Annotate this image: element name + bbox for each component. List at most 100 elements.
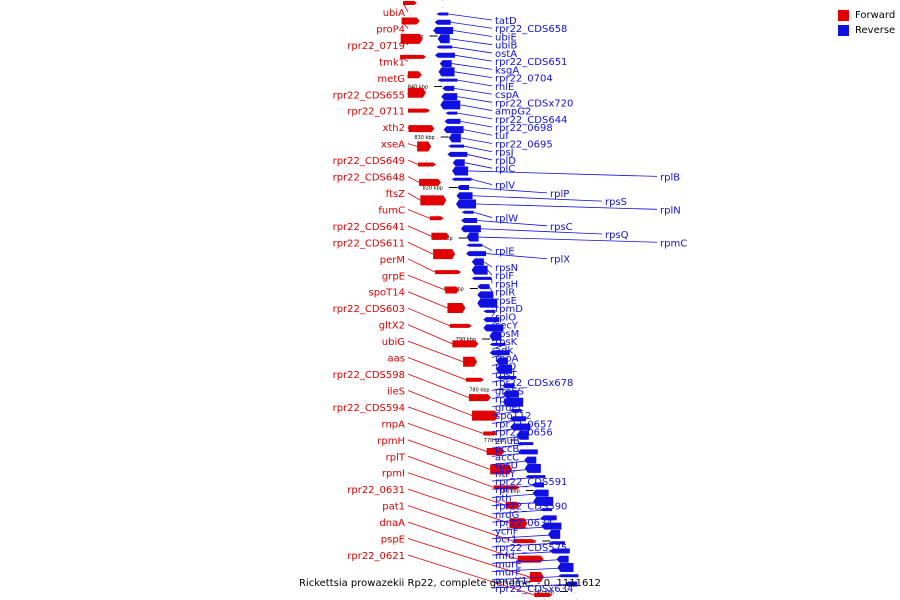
reverse-gene-block	[460, 225, 481, 233]
reverse-gene-leader	[491, 377, 517, 383]
reverse-gene-leader	[491, 525, 562, 531]
forward-gene-block	[447, 302, 466, 313]
reverse-gene-block	[471, 276, 492, 280]
forward-guide-track	[409, 0, 546, 600]
reverse-gene-leader	[491, 368, 513, 375]
forward-gene-block	[400, 33, 423, 44]
reverse-gene-block	[541, 522, 562, 530]
reverse-gene-block	[549, 548, 570, 554]
forward-gene-label: pat1	[382, 502, 405, 513]
reverse-gene-leader	[491, 517, 557, 523]
forward-gene-leader	[407, 143, 418, 147]
reverse-gene-label: rpsH	[495, 279, 518, 290]
reverse-gene-block	[471, 258, 484, 266]
reverse-gene-block	[540, 515, 557, 521]
legend-reverse-label: Reverse	[855, 25, 896, 36]
reverse-gene-label: nrdG	[495, 510, 519, 521]
forward-gene-label: rpr22_0631	[347, 485, 405, 496]
forward-gene-label: gltX2	[379, 321, 405, 332]
reverse-gene-leader	[464, 145, 493, 153]
forward-gene-block	[472, 410, 499, 421]
reverse-gene-label: rplB	[660, 172, 680, 183]
reverse-gene-leader	[460, 137, 493, 144]
reverse-gene-label: murE	[495, 559, 522, 570]
reverse-gene-leader	[448, 13, 493, 21]
reverse-gene-label: ampG2	[495, 107, 531, 118]
reverse-gene-block	[444, 118, 461, 124]
reverse-gene-label: rpr22_CDS658	[495, 24, 567, 35]
kbp-tick-label: 740 kbp	[534, 590, 554, 596]
reverse-gene-leader	[467, 154, 493, 161]
reverse-gene-label: rpsT	[495, 370, 518, 381]
reverse-gene-label: rplP	[550, 189, 569, 200]
reverse-gene-label: tatD	[495, 16, 517, 27]
reverse-gene-block	[495, 357, 508, 365]
forward-gene-leader	[407, 176, 420, 183]
forward-gene-block	[529, 572, 544, 583]
forward-gene-leader	[407, 340, 464, 363]
forward-gene-leader	[400, 38, 409, 46]
forward-gene-block	[400, 54, 427, 59]
reverse-gene-block	[447, 151, 468, 157]
reverse-gene-label: rpsN	[495, 263, 518, 274]
reverse-gene-block	[502, 383, 515, 389]
reverse-gene-block	[434, 19, 451, 25]
reverse-gene-leader	[491, 583, 578, 589]
reverse-gene-label: secY	[495, 321, 519, 332]
reverse-gene-leader	[463, 129, 493, 136]
reverse-gene-label: mfd	[495, 551, 515, 562]
forward-gene-leader	[407, 357, 467, 381]
reverse-gene-label: rpsE	[495, 296, 517, 307]
forward-gene-label: ileS	[387, 386, 405, 397]
forward-gene-label: rpr22_CDS648	[333, 173, 405, 184]
forward-gene-block	[490, 464, 513, 475]
forward-gene-block	[468, 394, 491, 402]
forward-gene-leader	[399, 56, 409, 62]
reverse-gene-leader	[482, 244, 493, 251]
reverse-gene-block	[442, 85, 455, 91]
reverse-gene-label: rpr22_0698	[495, 123, 553, 134]
reverse-gene-leader	[491, 426, 531, 432]
reverse-gene-leader	[487, 269, 493, 276]
reverse-gene-label: ubiB	[495, 41, 517, 52]
reverse-gene-leader	[491, 393, 519, 400]
forward-gene-leader	[407, 373, 470, 399]
forward-gene-label: aas	[388, 354, 405, 365]
forward-gene-label: ftsZ	[386, 189, 405, 200]
reverse-gene-label: pccB	[495, 444, 519, 455]
reverse-gene-label: rpr22_CDSx634	[495, 584, 573, 595]
reverse-gene-leader	[478, 236, 658, 243]
reverse-gene-block	[533, 496, 554, 506]
reverse-gene-block	[483, 309, 496, 313]
legend-forward-label: Forward	[855, 10, 896, 21]
reverse-gene-label: rpr22_0634	[495, 518, 553, 529]
reverse-gene-block	[524, 456, 537, 464]
forward-gene-block	[417, 141, 432, 152]
kbp-tick-label: 840 kbp	[408, 85, 428, 91]
reverse-gene-label: tuf	[495, 131, 509, 142]
reverse-gene-block	[434, 52, 455, 58]
forward-gene-leader	[407, 274, 446, 291]
forward-gene-label: rpr22_0711	[347, 107, 405, 118]
reverse-gene-leader	[491, 352, 510, 358]
reverse-gene-label: rpr22_0695	[495, 139, 553, 150]
reverse-gene-leader	[472, 195, 603, 202]
reverse-gene-leader	[491, 302, 498, 309]
reverse-gene-label: rpr22_0704	[495, 74, 553, 85]
kbp-tick-label: 820 kbp	[423, 186, 443, 192]
reverse-gene-label: rph	[495, 395, 512, 406]
reverse-gene-leader	[454, 87, 493, 95]
reverse-gene-leader	[485, 253, 548, 260]
reverse-gene-label: murF	[495, 568, 521, 579]
legend-reverse: Reverse	[838, 23, 895, 38]
reverse-gene-leader	[450, 21, 493, 29]
reverse-gene-label: pth	[495, 493, 512, 504]
forward-gene-label: rplT	[386, 452, 406, 463]
reverse-gene-leader	[451, 63, 493, 70]
legend-forward: Forward	[838, 8, 895, 23]
forward-gene-label: rpr22_CDS641	[333, 222, 405, 233]
forward-gene-leader	[407, 209, 430, 219]
kbp-tick-label: 780 kbp	[469, 388, 489, 394]
forward-gene-block	[407, 87, 426, 98]
reverse-gene-leader	[491, 434, 529, 441]
